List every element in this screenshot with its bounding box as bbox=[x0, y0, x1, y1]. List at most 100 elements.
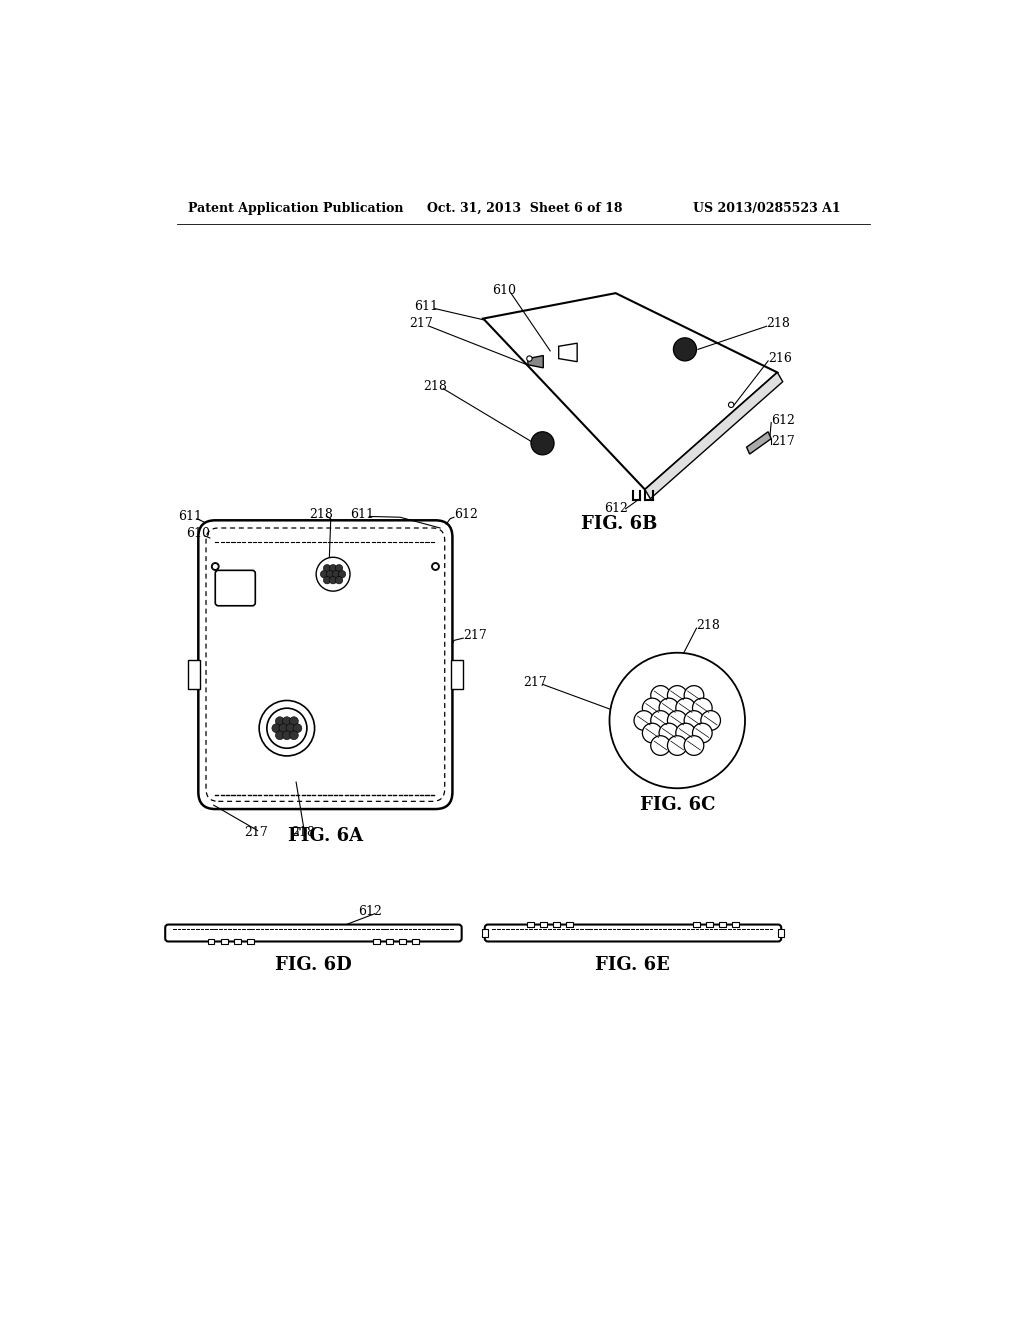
Bar bbox=[386, 940, 393, 944]
Text: 610: 610 bbox=[493, 284, 516, 297]
Text: 218: 218 bbox=[696, 619, 721, 632]
Text: FIG. 6B: FIG. 6B bbox=[582, 515, 657, 533]
Text: 612: 612 bbox=[357, 906, 382, 917]
Circle shape bbox=[634, 710, 653, 730]
Text: 216: 216 bbox=[768, 352, 792, 366]
Polygon shape bbox=[746, 432, 771, 454]
Bar bbox=[527, 923, 535, 927]
Bar bbox=[451, 660, 463, 689]
Polygon shape bbox=[559, 343, 578, 362]
Circle shape bbox=[609, 653, 745, 788]
Text: 218: 218 bbox=[767, 317, 791, 330]
Text: 611: 611 bbox=[414, 300, 438, 313]
Bar bbox=[399, 940, 407, 944]
Bar bbox=[692, 923, 699, 927]
Text: 611: 611 bbox=[350, 508, 374, 520]
Bar bbox=[706, 923, 713, 927]
Text: US 2013/0285523 A1: US 2013/0285523 A1 bbox=[692, 202, 841, 215]
FancyBboxPatch shape bbox=[199, 520, 453, 809]
Circle shape bbox=[327, 570, 334, 578]
Text: 612: 612 bbox=[454, 508, 478, 521]
Bar bbox=[719, 923, 726, 927]
Circle shape bbox=[531, 432, 554, 455]
Circle shape bbox=[272, 723, 281, 733]
Bar bbox=[481, 929, 487, 937]
Bar bbox=[778, 929, 784, 937]
Bar bbox=[541, 923, 547, 927]
Bar bbox=[247, 940, 254, 944]
Circle shape bbox=[432, 562, 439, 570]
Text: Oct. 31, 2013  Sheet 6 of 18: Oct. 31, 2013 Sheet 6 of 18 bbox=[427, 202, 623, 215]
Circle shape bbox=[526, 356, 532, 362]
Circle shape bbox=[267, 708, 307, 748]
Text: 218: 218 bbox=[309, 508, 333, 520]
Circle shape bbox=[692, 698, 712, 718]
Circle shape bbox=[321, 570, 328, 578]
FancyBboxPatch shape bbox=[215, 570, 255, 606]
FancyBboxPatch shape bbox=[165, 924, 462, 941]
Circle shape bbox=[279, 723, 288, 733]
Circle shape bbox=[728, 403, 734, 408]
Circle shape bbox=[330, 565, 337, 572]
Text: FIG. 6D: FIG. 6D bbox=[274, 957, 351, 974]
Circle shape bbox=[316, 557, 350, 591]
Circle shape bbox=[700, 710, 721, 730]
Text: 217: 217 bbox=[463, 630, 487, 643]
Circle shape bbox=[676, 698, 695, 718]
Circle shape bbox=[212, 564, 218, 570]
Circle shape bbox=[676, 723, 695, 743]
Text: 612: 612 bbox=[771, 413, 795, 426]
Circle shape bbox=[684, 685, 703, 705]
Text: 610: 610 bbox=[186, 527, 210, 540]
Circle shape bbox=[668, 685, 687, 705]
Bar bbox=[187, 660, 200, 689]
Circle shape bbox=[335, 577, 343, 583]
Circle shape bbox=[275, 731, 285, 739]
Polygon shape bbox=[528, 355, 544, 368]
Text: FIG. 6E: FIG. 6E bbox=[595, 957, 670, 974]
Circle shape bbox=[286, 723, 295, 733]
Circle shape bbox=[324, 577, 331, 583]
Circle shape bbox=[324, 565, 331, 572]
Circle shape bbox=[211, 562, 219, 570]
Text: Patent Application Publication: Patent Application Publication bbox=[188, 202, 403, 215]
Text: 611: 611 bbox=[178, 510, 203, 523]
Circle shape bbox=[650, 735, 671, 755]
Polygon shape bbox=[483, 293, 777, 490]
Text: 218: 218 bbox=[423, 380, 447, 393]
Circle shape bbox=[338, 570, 346, 578]
Text: 612: 612 bbox=[604, 502, 628, 515]
Circle shape bbox=[650, 710, 671, 730]
Text: 217: 217 bbox=[771, 436, 795, 449]
Text: FIG. 6A: FIG. 6A bbox=[288, 828, 362, 845]
Circle shape bbox=[642, 698, 663, 718]
Circle shape bbox=[330, 577, 337, 583]
Bar bbox=[413, 940, 419, 944]
Circle shape bbox=[642, 723, 663, 743]
Circle shape bbox=[290, 717, 298, 726]
Bar bbox=[553, 923, 560, 927]
Text: 217: 217 bbox=[410, 317, 433, 330]
Circle shape bbox=[674, 338, 696, 360]
Circle shape bbox=[684, 710, 703, 730]
Circle shape bbox=[283, 717, 291, 726]
Circle shape bbox=[333, 570, 340, 578]
Text: FIG. 6C: FIG. 6C bbox=[640, 796, 715, 814]
FancyBboxPatch shape bbox=[484, 924, 781, 941]
Circle shape bbox=[684, 735, 703, 755]
Polygon shape bbox=[645, 372, 782, 499]
Circle shape bbox=[668, 710, 687, 730]
Circle shape bbox=[659, 698, 679, 718]
Bar bbox=[566, 923, 573, 927]
Circle shape bbox=[692, 723, 712, 743]
Circle shape bbox=[432, 564, 438, 570]
Bar bbox=[208, 940, 214, 944]
Bar bbox=[233, 940, 241, 944]
Text: 217: 217 bbox=[523, 676, 547, 689]
Bar bbox=[373, 940, 380, 944]
Circle shape bbox=[650, 685, 671, 705]
Circle shape bbox=[335, 565, 343, 572]
Text: 218: 218 bbox=[291, 825, 314, 838]
Circle shape bbox=[293, 723, 302, 733]
Text: 217: 217 bbox=[245, 825, 268, 838]
